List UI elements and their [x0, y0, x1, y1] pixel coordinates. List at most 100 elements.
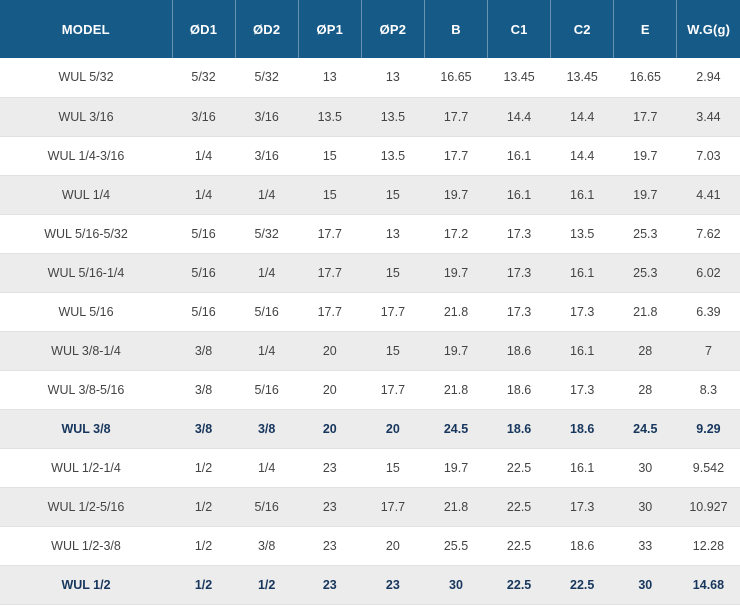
- value-cell: 30: [613, 448, 677, 488]
- value-cell: 15: [361, 448, 425, 488]
- value-cell: 13: [361, 214, 425, 254]
- column-header-b: B: [424, 0, 489, 58]
- value-cell: 1/2: [235, 565, 299, 605]
- value-cell: 18.6: [550, 409, 614, 449]
- value-cell: 15: [361, 175, 425, 215]
- value-cell: 3/16: [235, 97, 299, 137]
- value-cell: 22.5: [487, 526, 551, 566]
- value-cell: 14.4: [487, 97, 551, 137]
- column-header-d2: ØD2: [235, 0, 299, 58]
- value-cell: 21.8: [424, 370, 488, 410]
- table-row: WUL 3/8 3/8 3/8 20 20 24.5 18.6 18.6 24.5 9.29: [0, 409, 740, 449]
- value-cell: 8.3: [676, 370, 740, 410]
- model-cell: WUL 5/16: [0, 292, 172, 332]
- model-cell: WUL 3/8-5/16: [0, 370, 172, 410]
- value-cell: 25.5: [424, 526, 488, 566]
- table-row: WUL 1/4-3/16 1/4 3/16 15 13.5 17.7 16.1 14.4 19.…: [0, 136, 740, 176]
- value-cell: 15: [361, 331, 425, 371]
- value-cell: 5/16: [235, 370, 299, 410]
- model-cell: WUL 1/4: [0, 175, 172, 215]
- value-cell: 22.5: [550, 565, 614, 605]
- value-cell: 28: [613, 370, 677, 410]
- value-cell: 17.3: [487, 292, 551, 332]
- value-cell: 1/2: [172, 448, 236, 488]
- value-cell: 3/8: [172, 409, 236, 449]
- value-cell: 5/16: [172, 292, 236, 332]
- model-cell: WUL 3/16: [0, 97, 172, 137]
- value-cell: 19.7: [424, 253, 488, 293]
- value-cell: 23: [298, 448, 362, 488]
- value-cell: 13.5: [550, 214, 614, 254]
- value-cell: 19.7: [424, 331, 488, 371]
- value-cell: 5/32: [172, 58, 236, 98]
- value-cell: 21.8: [613, 292, 677, 332]
- table-row: WUL 1/2-5/16 1/2 5/16 23 17.7 21.8 22.5 17.3 30 1…: [0, 487, 740, 527]
- column-header-e: E: [613, 0, 678, 58]
- value-cell: 1/4: [235, 331, 299, 371]
- value-cell: 23: [298, 526, 362, 566]
- table-row: WUL 3/8-5/16 3/8 5/16 20 17.7 21.8 18.6 17.3 28 8…: [0, 370, 740, 410]
- value-cell: 25.3: [613, 214, 677, 254]
- value-cell: 24.5: [613, 409, 677, 449]
- value-cell: 16.1: [550, 331, 614, 371]
- value-cell: 18.6: [550, 526, 614, 566]
- value-cell: 20: [298, 331, 362, 371]
- column-header-model: MODEL: [0, 0, 173, 58]
- value-cell: 23: [361, 565, 425, 605]
- value-cell: 14.4: [550, 97, 614, 137]
- table-row: WUL 1/2-1/4 1/2 1/4 23 15 19.7 22.5 16.1 30 9.542: [0, 448, 740, 488]
- value-cell: 22.5: [487, 487, 551, 527]
- value-cell: 20: [298, 409, 362, 449]
- column-header-w-g-g: W.G(g): [676, 0, 740, 58]
- value-cell: 14.68: [676, 565, 740, 605]
- value-cell: 25.3: [613, 253, 677, 293]
- model-cell: WUL 5/16-5/32: [0, 214, 172, 254]
- value-cell: 21.8: [424, 292, 488, 332]
- value-cell: 17.7: [298, 253, 362, 293]
- value-cell: 5/16: [172, 214, 236, 254]
- value-cell: 19.7: [613, 136, 677, 176]
- value-cell: 3/8: [235, 409, 299, 449]
- table-row: WUL 3/16 3/16 3/16 13.5 13.5 17.7 14.4 14.4 17.7…: [0, 97, 740, 137]
- table-row: WUL 5/16-1/4 5/16 1/4 17.7 15 19.7 17.3 16.1 25.…: [0, 253, 740, 293]
- value-cell: 5/16: [235, 487, 299, 527]
- value-cell: 6.02: [676, 253, 740, 293]
- value-cell: 9.29: [676, 409, 740, 449]
- value-cell: 1/4: [235, 253, 299, 293]
- value-cell: 24.5: [424, 409, 488, 449]
- value-cell: 17.7: [424, 97, 488, 137]
- value-cell: 16.1: [550, 175, 614, 215]
- value-cell: 10.927: [676, 487, 740, 527]
- table-body: WUL 5/32 5/32 5/32 13 13 16.65 13.45 13.45 16.65…: [0, 58, 740, 605]
- value-cell: 1/4: [172, 136, 236, 176]
- value-cell: 23: [298, 565, 362, 605]
- value-cell: 5/16: [172, 253, 236, 293]
- value-cell: 13.45: [550, 58, 614, 98]
- value-cell: 2.94: [676, 58, 740, 98]
- value-cell: 16.1: [487, 136, 551, 176]
- value-cell: 20: [361, 526, 425, 566]
- value-cell: 16.1: [550, 253, 614, 293]
- value-cell: 3.44: [676, 97, 740, 137]
- value-cell: 17.7: [613, 97, 677, 137]
- value-cell: 6.39: [676, 292, 740, 332]
- value-cell: 3/8: [172, 331, 236, 371]
- value-cell: 3/16: [235, 136, 299, 176]
- value-cell: 16.1: [550, 448, 614, 488]
- table-header: MODEL ØD1 ØD2 ØP1 ØP2 B C1 C2 E W.G(g): [0, 0, 740, 58]
- value-cell: 5/32: [235, 58, 299, 98]
- value-cell: 7.03: [676, 136, 740, 176]
- value-cell: 17.3: [487, 253, 551, 293]
- value-cell: 15: [298, 175, 362, 215]
- table-row: WUL 5/32 5/32 5/32 13 13 16.65 13.45 13.45 16.65…: [0, 58, 740, 98]
- value-cell: 18.6: [487, 370, 551, 410]
- value-cell: 13.5: [298, 97, 362, 137]
- value-cell: 16.65: [424, 58, 488, 98]
- value-cell: 4.41: [676, 175, 740, 215]
- table-row: WUL 5/16 5/16 5/16 17.7 17.7 21.8 17.3 17.3 21.8…: [0, 292, 740, 332]
- value-cell: 1/4: [172, 175, 236, 215]
- value-cell: 17.7: [298, 292, 362, 332]
- value-cell: 16.1: [487, 175, 551, 215]
- value-cell: 1/2: [172, 487, 236, 527]
